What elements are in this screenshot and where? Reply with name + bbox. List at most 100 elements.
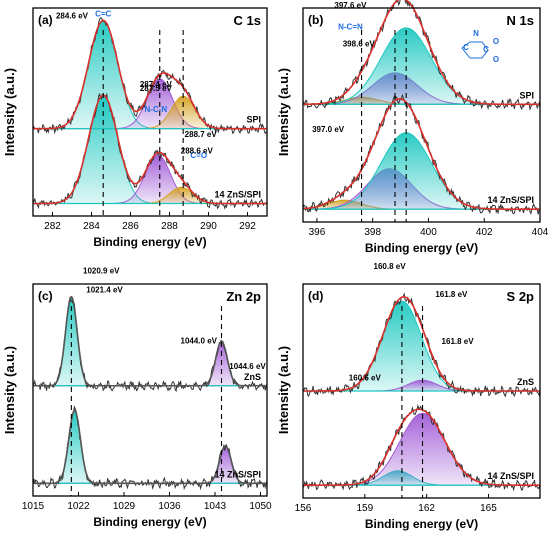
spectrum-1: ZnS 160.8 eV 161.8 eV <box>302 262 541 398</box>
panel-title: Zn 2p <box>226 289 261 304</box>
spectrum-label: SPI <box>519 90 534 100</box>
spectrum-label: ZnS <box>517 377 534 387</box>
spectrum-1: ZnS 1020.9 eV 1044.0 eV <box>32 266 268 393</box>
envelope-line <box>303 408 540 486</box>
x-tick-label: 165 <box>480 503 497 514</box>
x-tick-label: 1050 <box>249 501 272 512</box>
x-tick-label: 284 <box>83 221 100 232</box>
raw-spectrum-line <box>302 404 541 492</box>
x-tick-label: 1029 <box>113 501 136 512</box>
structure-atom-label: C <box>483 45 489 54</box>
x-tick-label: 286 <box>122 221 139 232</box>
peak-annotation: 284.6 eV <box>56 11 89 20</box>
peak-annotation: 287.4 eV <box>140 80 173 89</box>
envelope-line <box>302 0 540 106</box>
envelope-line <box>33 19 267 130</box>
panel-label: (a) <box>38 13 53 27</box>
y-axis-label: Intensity (a.u.) <box>2 346 17 434</box>
plot-frame <box>32 283 268 497</box>
x-tick-label: 290 <box>200 221 217 232</box>
spectrum-label: 14 ZnS/SPI <box>214 190 261 200</box>
peak-annotation: 288.7 eV <box>185 130 218 139</box>
spectrum-label: ZnS <box>244 372 261 382</box>
x-tick-label: 1043 <box>204 501 227 512</box>
peak-annotation: N-C-N <box>145 105 168 114</box>
panel-label: (d) <box>308 289 323 303</box>
spectrum-1: SPI 284.6 eV C=C 287.5 eV N-C-N 288.7 eV C=O <box>32 9 268 160</box>
x-tick-label: 402 <box>476 227 493 238</box>
peak-annotation: 161.8 eV <box>442 337 475 346</box>
envelope-line <box>33 295 267 387</box>
x-tick-label: 1015 <box>22 501 45 512</box>
x-tick-label: 398 <box>364 227 381 238</box>
panel-title: C 1s <box>234 13 261 28</box>
structure-atom-label: O <box>493 55 499 64</box>
structure-atom-label: N <box>473 29 479 38</box>
x-tick-label: 159 <box>356 503 373 514</box>
x-axis-label: Binding energy (eV) <box>365 241 478 255</box>
peak-annotation: 1021.4 eV <box>86 285 123 294</box>
x-axis-label: Binding energy (eV) <box>93 235 206 249</box>
x-tick-label: 156 <box>295 503 312 514</box>
panel-label: (b) <box>308 13 323 27</box>
peak-annotation: C=C <box>95 9 111 18</box>
peak-annotation: 397.6 eV <box>334 1 367 10</box>
plot-frame <box>302 283 541 499</box>
plot-frame <box>32 7 268 217</box>
plot-frame <box>302 7 541 223</box>
peak-annotation: 161.8 eV <box>435 290 468 299</box>
peak-annotation: C=O <box>190 151 207 160</box>
x-tick-label: 1036 <box>158 501 181 512</box>
raw-spectrum-line <box>32 92 268 210</box>
peak-annotation: 1044.6 eV <box>229 362 266 371</box>
x-tick-label: 1022 <box>67 501 90 512</box>
x-tick-label: 400 <box>420 227 437 238</box>
spectrum-2: 14 ZnS/SPI 161.8 eV 160.6 eV <box>302 290 541 492</box>
peak-annotation: 288.6 eV <box>181 147 214 156</box>
y-axis-label: Intensity (a.u.) <box>276 68 291 156</box>
peak-annotation: N-C=N <box>338 22 363 31</box>
envelope-line <box>303 296 540 392</box>
x-tick-label: 396 <box>309 227 326 238</box>
spectrum-label: SPI <box>246 115 261 125</box>
x-tick-label: 288 <box>161 221 178 232</box>
panel-4: ZnS 160.8 eV 161.8 eV 14 ZnS/SPI 161.8 eV 160… <box>276 262 541 531</box>
spectrum-label: 14 ZnS/SPI <box>487 471 534 481</box>
peak-annotation: 398.6 eV <box>343 40 376 49</box>
structure-atom-label: O <box>493 37 499 46</box>
peak-annotation: 397.0 eV <box>312 125 345 134</box>
fit-peak-1 <box>303 300 540 392</box>
envelope-line <box>302 98 540 210</box>
spectrum-2: 14 ZnS/SPI 1021.4 eV 1044.6 eV <box>32 285 268 491</box>
x-tick-label: 404 <box>532 227 549 238</box>
x-tick-label: 162 <box>418 503 435 514</box>
x-tick-label: 292 <box>239 221 256 232</box>
spectrum-2: 14 ZnS/SPI 284.6 eV 287.4 eV 288.6 eV <box>32 11 268 210</box>
panel-3: ZnS 1020.9 eV 1044.0 eV 14 ZnS/SPI 1021.4 eV… <box>2 266 272 529</box>
peak-annotation: 160.6 eV <box>349 373 382 382</box>
triazine-structure-icon: NOC CO <box>461 29 499 64</box>
x-axis-label: Binding energy (eV) <box>365 517 478 531</box>
panel-label: (c) <box>38 289 53 303</box>
peak-annotation: 160.8 eV <box>374 262 407 271</box>
y-axis-label: Intensity (a.u.) <box>2 68 17 156</box>
panel-title: S 2p <box>507 289 535 304</box>
panel-title: N 1s <box>507 13 534 28</box>
peak-annotation: 1020.9 eV <box>83 266 120 275</box>
spectrum-label: 14 ZnS/SPI <box>214 469 261 479</box>
x-tick-label: 282 <box>44 221 61 232</box>
peak-annotation: 287.5 eV <box>140 84 173 93</box>
spectrum-label: 14 ZnS/SPI <box>487 195 534 205</box>
fit-peak-3 <box>302 27 540 105</box>
peak-annotation: 1044.0 eV <box>181 336 218 345</box>
y-axis-label: Intensity (a.u.) <box>276 346 291 434</box>
envelope-line <box>33 409 267 485</box>
x-axis-label: Binding energy (eV) <box>93 515 206 529</box>
structure-atom-label: C <box>463 43 469 52</box>
envelope-line <box>33 94 267 205</box>
